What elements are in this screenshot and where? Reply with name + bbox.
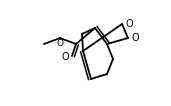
Text: O: O xyxy=(131,33,139,43)
Text: O: O xyxy=(61,52,69,62)
Text: O: O xyxy=(125,19,133,29)
Text: O: O xyxy=(56,39,63,48)
